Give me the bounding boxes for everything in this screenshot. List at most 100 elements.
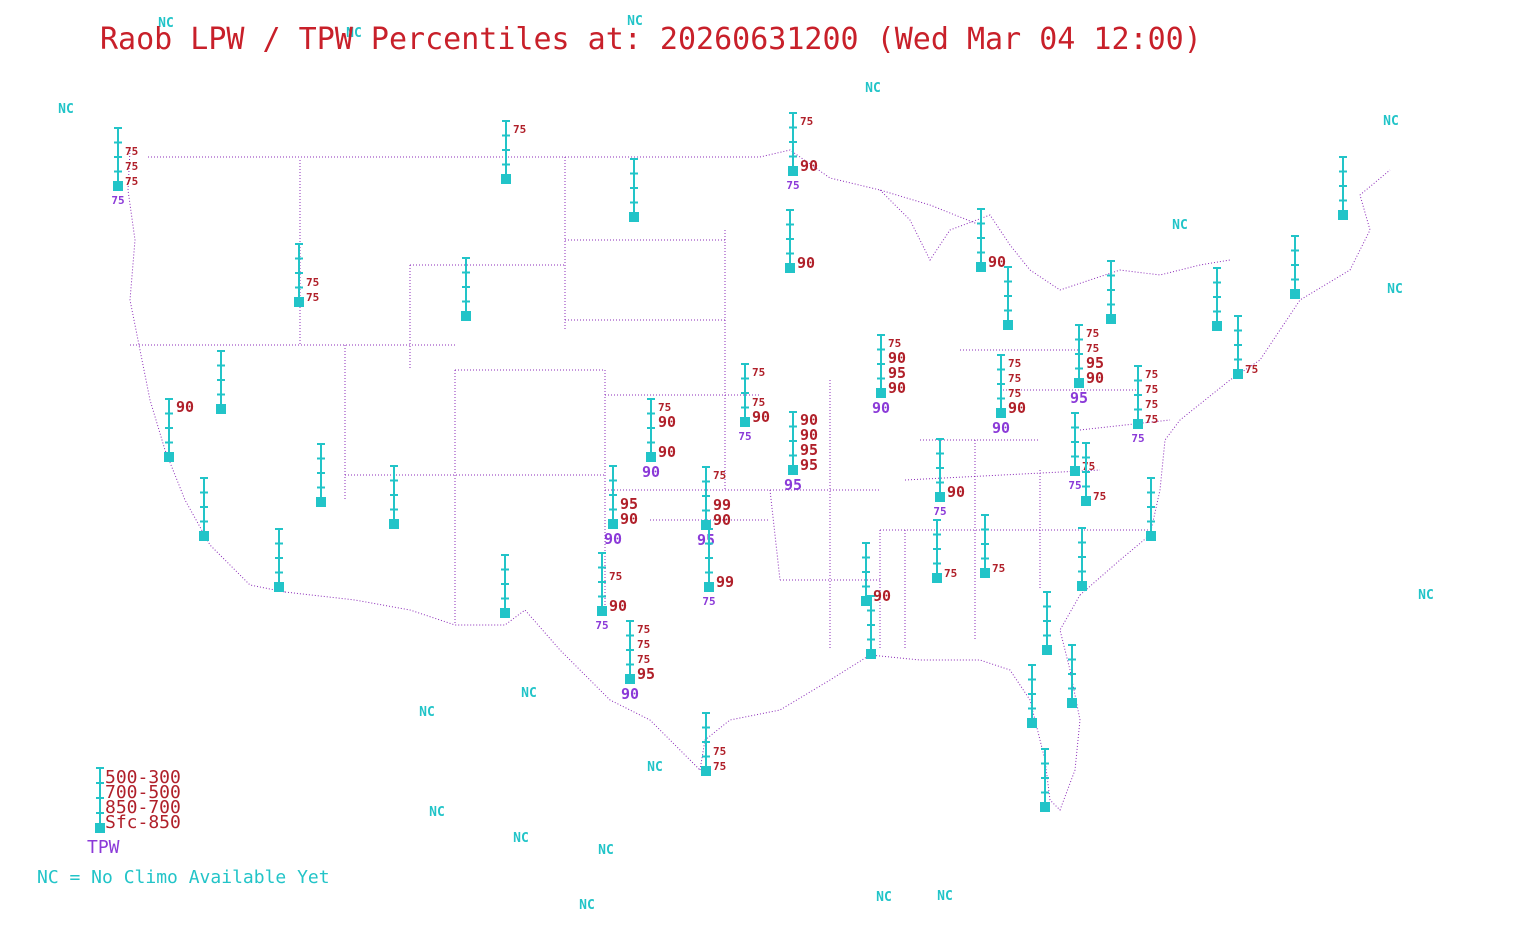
- station-marker: [1074, 378, 1084, 388]
- station-marker: [996, 408, 1006, 418]
- layer-percentile-2: 90: [888, 349, 906, 367]
- layer-percentile-2: 75: [637, 638, 650, 651]
- nc-label: NC: [627, 14, 643, 29]
- nc-label: NC: [579, 898, 595, 913]
- nc-label: NC: [598, 843, 614, 858]
- station-marker: [1040, 802, 1050, 812]
- nc-label: NC: [158, 16, 174, 31]
- layer-percentile-4: 99: [716, 573, 734, 591]
- boundary-lines: [127, 149, 1391, 811]
- tpw-percentile: 95: [697, 531, 715, 549]
- station-mfl: [1040, 748, 1050, 812]
- station-marker: [1070, 466, 1080, 476]
- station-ffc: 75: [980, 514, 1005, 578]
- layer-percentile-2: 75: [125, 145, 138, 158]
- nc-label: NC: [429, 805, 445, 820]
- station-marker: [1042, 645, 1052, 655]
- nc-label: NC: [58, 102, 74, 117]
- station-tfx: 75: [501, 120, 526, 184]
- tpw-percentile: 90: [604, 530, 622, 548]
- layer-percentile-4: 90: [1086, 369, 1104, 387]
- tpw-percentile: 95: [784, 476, 802, 494]
- layer-percentile-1: 75: [1008, 357, 1021, 370]
- station-marker: [976, 262, 986, 272]
- station-marker: [389, 519, 399, 529]
- legend-layer-1: 500-300: [105, 767, 181, 788]
- layer-percentile-4: 90: [752, 408, 770, 426]
- station-marker: [597, 606, 607, 616]
- station-marker: [932, 573, 942, 583]
- station-marker: [1003, 320, 1013, 330]
- layer-percentile-4: 75: [1245, 363, 1258, 376]
- station-marker: [1146, 531, 1156, 541]
- layer-percentile-2: 75: [1008, 372, 1021, 385]
- layer-percentile-4: 75: [306, 291, 319, 304]
- station-buf: [1106, 260, 1116, 324]
- station-vef: [389, 465, 399, 529]
- station-jan: 90: [861, 542, 891, 606]
- station-okx: 75: [1233, 315, 1258, 379]
- station-marker: [461, 311, 471, 321]
- station-marker: [788, 166, 798, 176]
- station-marker: [500, 608, 510, 618]
- station-marker: [876, 388, 886, 398]
- station-marker: [1027, 718, 1037, 728]
- station-marker: [199, 531, 209, 541]
- tpw-percentile: 75: [1131, 432, 1144, 445]
- nc-labels: NC NC NC NC NC NC NC NC NC NC NC NC NC NC NC NC NC NC: [58, 14, 1434, 913]
- station-tlh: [1042, 591, 1052, 655]
- nc-label: NC: [876, 890, 892, 905]
- layer-percentile-2: 90: [658, 413, 676, 431]
- boundary-line: [769, 489, 781, 581]
- station-marker: [866, 649, 876, 659]
- legend-layer-2: 700-500: [105, 782, 181, 803]
- station-marker: [701, 766, 711, 776]
- station-mpx: 90: [785, 209, 815, 273]
- layer-percentile-1: 75: [1086, 327, 1099, 340]
- station-marker: [1133, 419, 1143, 429]
- boundary-line: [879, 189, 1231, 291]
- layer-percentile-1: 75: [800, 115, 813, 128]
- layer-percentile-3: 95: [1086, 354, 1104, 372]
- station-marker: [785, 263, 795, 273]
- nc-label: NC: [865, 81, 881, 96]
- layer-percentile-3: 95: [800, 441, 818, 459]
- layer-percentile-2: 75: [1086, 342, 1099, 355]
- station-tbw: [1027, 664, 1037, 728]
- nc-label: NC: [1383, 114, 1399, 129]
- legend-layer-4: Sfc-850: [105, 812, 181, 833]
- station-marker: [625, 674, 635, 684]
- station-marker: [316, 497, 326, 507]
- layer-percentile-2: 75: [609, 570, 622, 583]
- tpw-percentile: 90: [621, 685, 639, 703]
- layer-percentile-4: 90: [713, 511, 731, 529]
- layer-percentile-4: 75: [713, 760, 726, 773]
- station-vbg: [199, 477, 209, 541]
- layer-percentile-4: 75: [125, 175, 138, 188]
- boundary-line: [699, 594, 1081, 811]
- station-marker: [294, 297, 304, 307]
- station-marker: [1081, 496, 1091, 506]
- layer-percentile-3: 75: [306, 276, 319, 289]
- nc-label: NC: [521, 686, 537, 701]
- layer-percentile-3: 75: [637, 653, 650, 666]
- station-marker: [935, 492, 945, 502]
- boundary-line: [1079, 169, 1391, 596]
- layer-percentile-4: 90: [800, 157, 818, 175]
- legend-tpw-label: TPW: [87, 837, 120, 858]
- station-marker: [501, 174, 511, 184]
- boundary-line: [148, 149, 981, 226]
- boundary-line: [1079, 419, 1171, 431]
- layer-percentile-2: 75: [1145, 383, 1158, 396]
